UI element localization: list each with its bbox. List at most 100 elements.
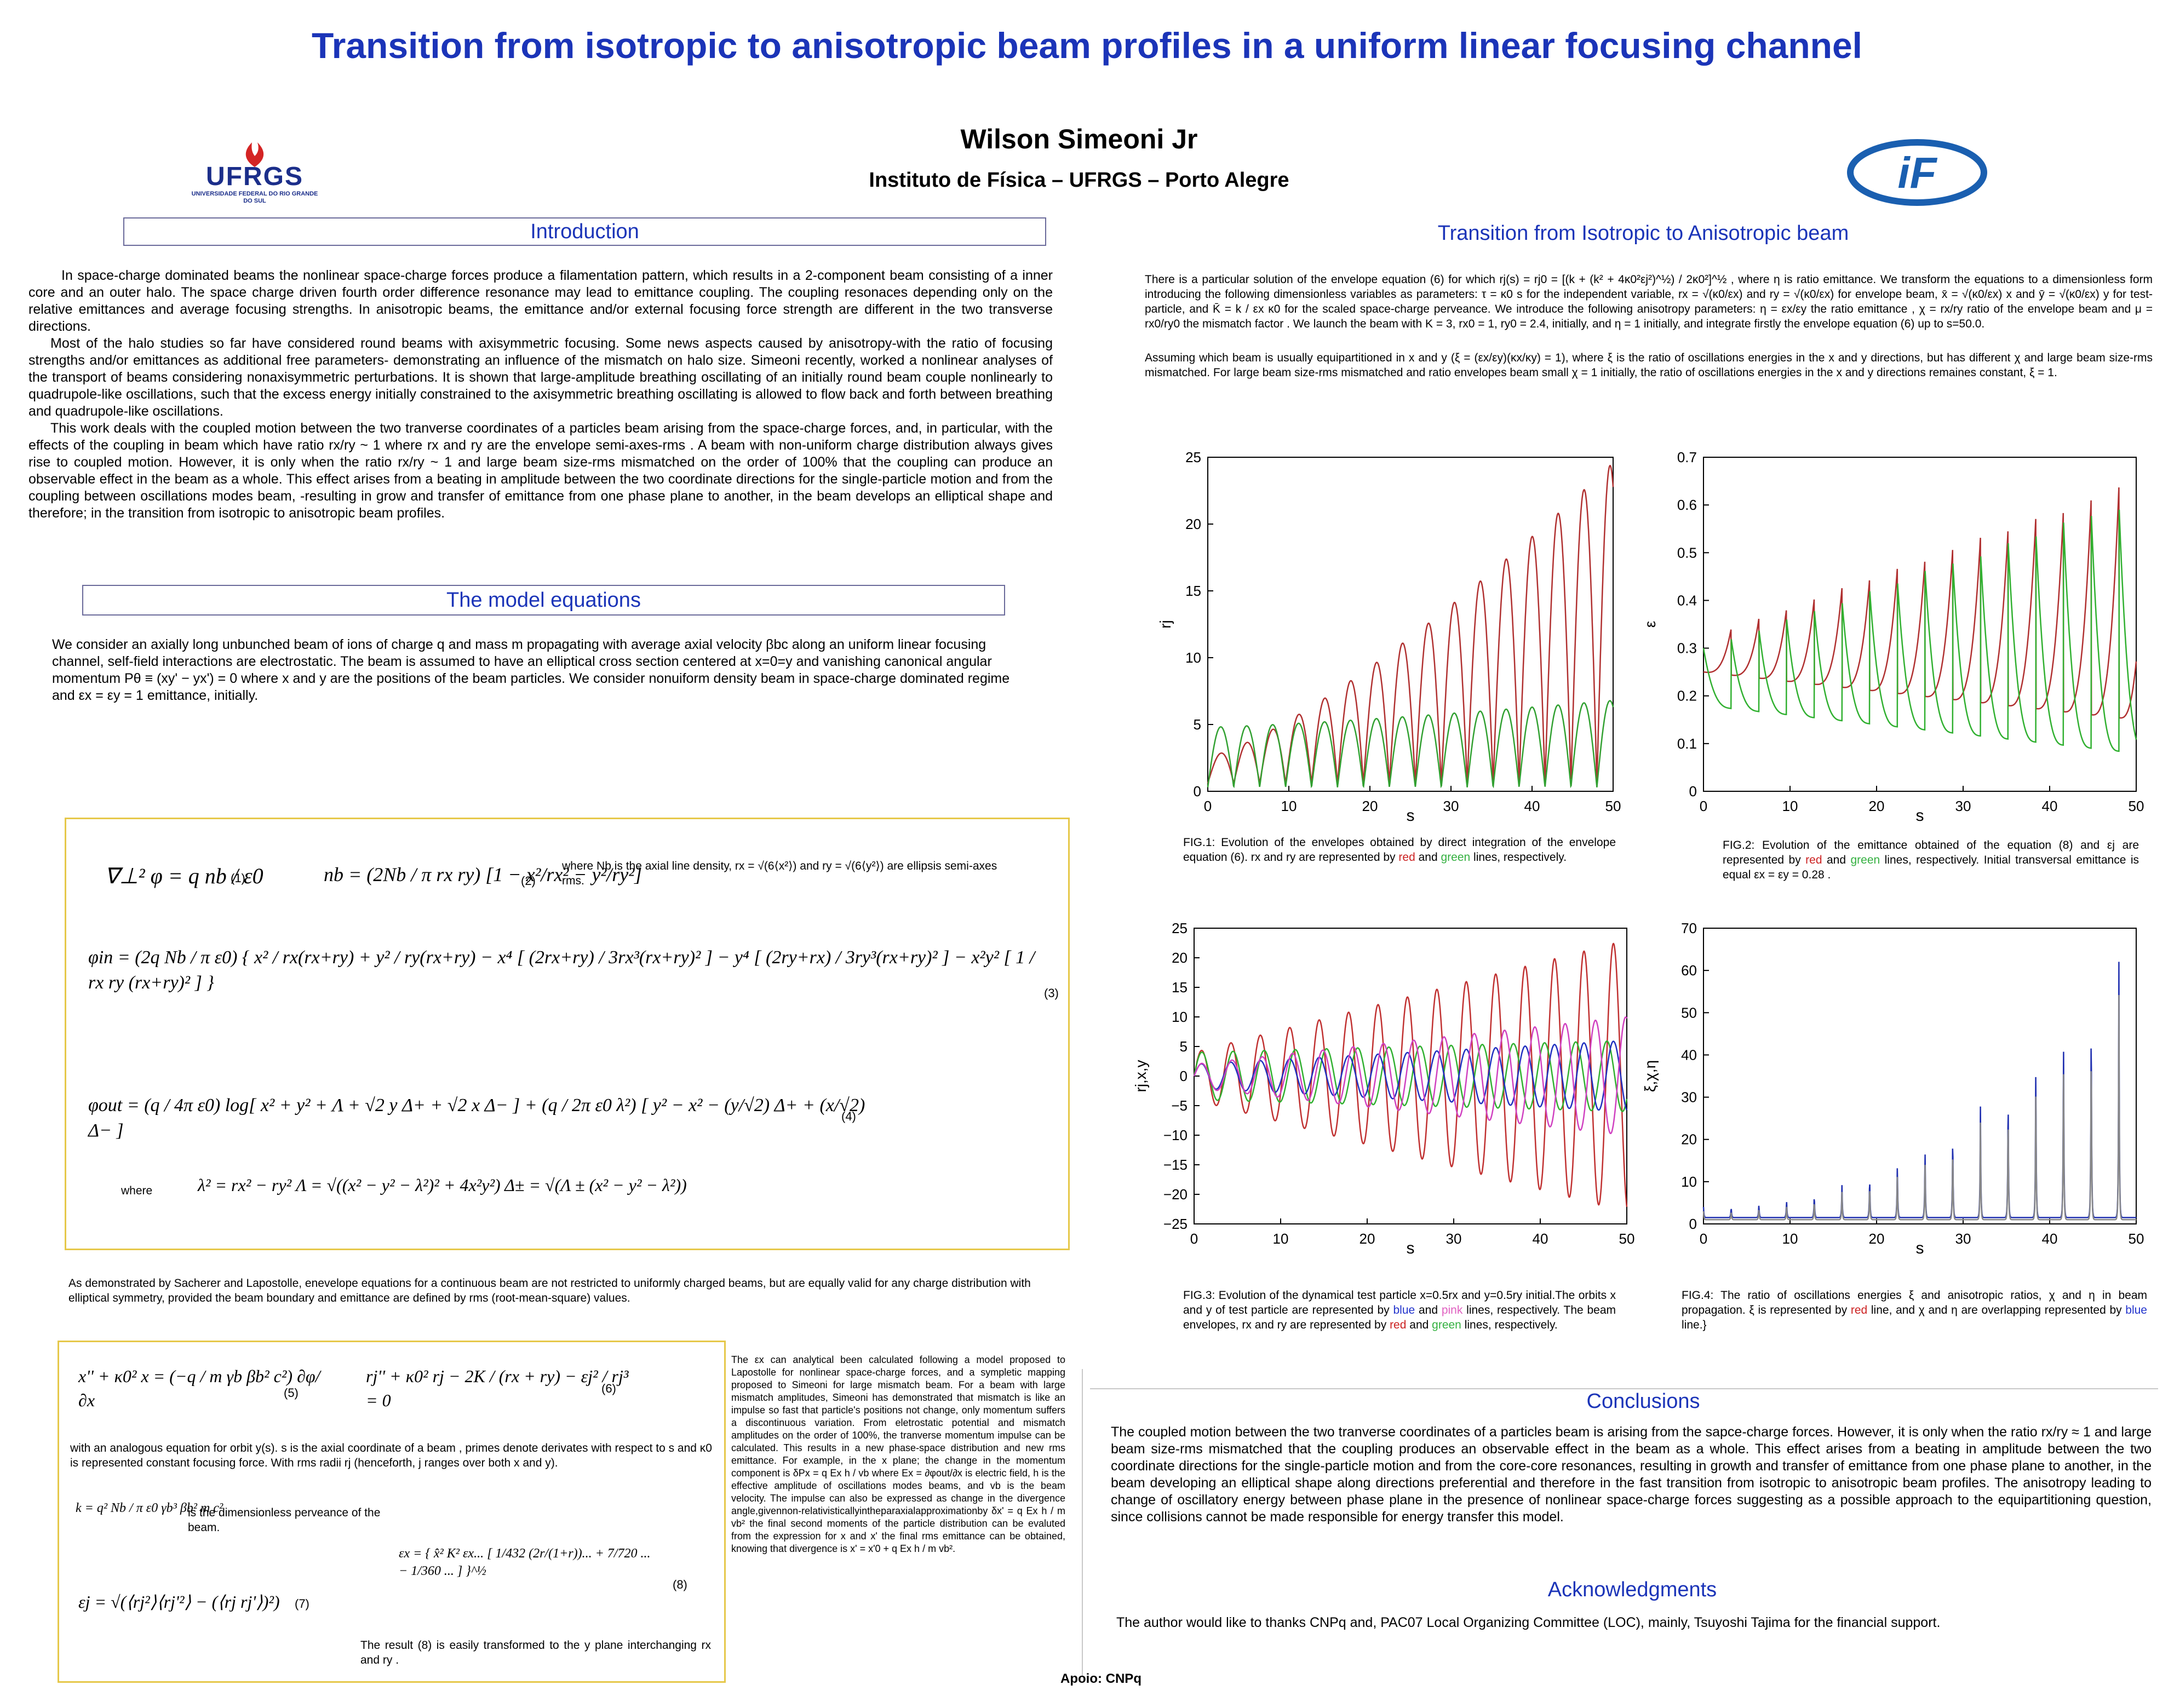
vertical-divider — [1082, 1369, 1083, 1676]
x-tick-label: 0 — [1204, 798, 1212, 814]
chart-2-series-2 — [1702, 509, 2137, 752]
if-logo: iF — [1846, 137, 1988, 208]
x-tick-label: 10 — [1782, 798, 1798, 814]
equation-7: εj = √(⟨rj²⟩⟨rj'²⟩ − (⟨rj rj'⟩)²) — [78, 1592, 280, 1612]
equation-5: x'' + κ0² x = (−q / m γb βb² c²) ∂φ/∂x — [78, 1366, 320, 1410]
x-tick-label: 0 — [1700, 798, 1707, 814]
transition-text-1: There is a particular solution of the en… — [1145, 273, 2153, 330]
institution: Instituto de Física – UFRGS – Porto Aleg… — [869, 169, 1289, 192]
chart-3-series-3 — [1193, 1040, 1628, 1111]
figure-2-emittance: 0 10 20 30 40 50 0 0.1 0.2 0.3 0.4 0.5 0.6 0.7 s ε — [1643, 452, 2144, 824]
y-tick-label: 0.4 — [1677, 592, 1697, 608]
x-axis-label: s — [1916, 807, 1924, 824]
fig2-caption-and: and — [1826, 854, 1846, 866]
x-tick-label: 30 — [1955, 1230, 1971, 1247]
fig4-caption-post: line.} — [1682, 1319, 1707, 1331]
ufrgs-logo: UFRGS UNIVERSIDADE FEDERAL DO RIO GRANDE… — [181, 137, 329, 208]
fig2-caption-pre: FIG.2: Evolution of the emittance obtain… — [1723, 839, 2139, 866]
fig4-caption-mid: line, and χ and η are overlapping repres… — [1871, 1304, 2122, 1316]
x-tick-label: 30 — [1446, 1230, 1462, 1247]
conclusions-text: The coupled motion between the two tranv… — [1111, 1424, 2152, 1525]
fig3-caption-and2: and — [1409, 1319, 1429, 1331]
y-tick-label: 0.7 — [1677, 452, 1697, 465]
y-tick-label: 30 — [1681, 1089, 1697, 1106]
equation-box-1: ∇⊥² φ = q nb / ε0 (1) nb = (2Nb / π rx r… — [65, 818, 1070, 1250]
acknowledgments-text: The author would like to thanks CNPq and… — [1116, 1615, 1941, 1630]
y-tick-label: 20 — [1185, 516, 1201, 532]
x-tick-label: 10 — [1782, 1230, 1798, 1247]
fig2-caption-green: green — [1850, 854, 1880, 866]
figure-3-test-particle: 0 10 20 30 40 50 −25 −20 −15 −10 −5 0 5 10 15 20 25 s rj,x… — [1134, 923, 1634, 1257]
equation-6-number: (6) — [601, 1382, 616, 1395]
x-tick-label: 0 — [1190, 1230, 1198, 1247]
figure-4-caption: FIG.4: The ratio of oscillations energie… — [1682, 1288, 2147, 1332]
equation-k: k = q² Nb / π ε0 γb³ βb² m c² — [76, 1501, 223, 1515]
equation-3-number: (3) — [1044, 986, 1059, 1000]
x-axis-label: s — [1407, 807, 1415, 824]
x-tick-label: 30 — [1955, 798, 1971, 814]
equation-box-2: x'' + κ0² x = (−q / m γb βb² c²) ∂φ/∂x (… — [58, 1341, 726, 1683]
chart-4-series-1 — [1702, 962, 2136, 1218]
y-tick-label: 0.5 — [1677, 544, 1697, 561]
introduction-p3: This work deals with the coupled motion … — [28, 421, 1053, 521]
fig4-caption-red: red — [1850, 1304, 1868, 1316]
y-tick-label: −20 — [1163, 1186, 1188, 1203]
y-tick-label: 20 — [1681, 1131, 1697, 1148]
poster-title: Transition from isotropic to anisotropic… — [311, 25, 1863, 66]
x-tick-label: 0 — [1700, 1230, 1707, 1247]
y-tick-label: 25 — [1185, 452, 1201, 465]
model-heading: The model equations — [446, 589, 641, 612]
if-logo-text: iF — [1897, 148, 1937, 197]
x-tick-label: 50 — [1605, 798, 1621, 814]
fig1-caption-and: and — [1418, 851, 1438, 864]
equation-k-text: is the dimensionless perveance of the be… — [188, 1506, 381, 1534]
y-tick-label: 20 — [1172, 950, 1188, 966]
equation-8-text: The result (8) is easily transformed to … — [360, 1639, 711, 1666]
x-tick-label: 20 — [1362, 798, 1378, 814]
equation-4-where-label: where — [121, 1184, 153, 1197]
x-tick-label: 50 — [2129, 798, 2144, 814]
chart-2-series-1 — [1703, 487, 2137, 719]
equation-3: φin = (2q Nb / π ε0) { x² / rx(rx+ry) + … — [88, 947, 1035, 993]
y-tick-label: 15 — [1172, 979, 1188, 996]
y-tick-label: 0.3 — [1677, 640, 1697, 657]
equation-8-number: (8) — [673, 1578, 687, 1591]
introduction-heading-box: Introduction — [123, 217, 1046, 246]
equation-1: ∇⊥² φ = q nb / ε0 — [105, 864, 263, 888]
y-axis-label: ξ,χ,η — [1643, 1060, 1659, 1092]
introduction-text: In space-charge dominated beams the nonl… — [28, 267, 1053, 522]
x-tick-label: 50 — [2129, 1230, 2144, 1247]
figure-1-envelopes: 0 10 20 30 40 50 0 5 10 15 20 25 s rj — [1158, 452, 1621, 824]
y-tick-label: −10 — [1163, 1127, 1188, 1143]
fig3-caption-mid: lines, respectively. The beam envelopes,… — [1183, 1304, 1616, 1331]
x-axis-label: s — [1916, 1239, 1924, 1257]
fig1-caption-green: green — [1441, 851, 1471, 864]
fig3-caption-and1: and — [1418, 1304, 1438, 1316]
y-tick-label: 60 — [1681, 962, 1697, 979]
equation-1-number: (1) — [231, 871, 245, 885]
footer-support: Apoio: CNPq — [1060, 1671, 1142, 1686]
y-tick-label: 0.6 — [1677, 497, 1697, 513]
ufrgs-logo-subtext: UNIVERSIDADE FEDERAL DO RIO GRANDE DO SU… — [191, 191, 318, 204]
fig3-caption-pink: pink — [1441, 1304, 1463, 1316]
y-tick-label: 0.1 — [1677, 735, 1697, 752]
figure-1-caption: FIG.1: Evolution of the envelopes obtain… — [1183, 835, 1616, 865]
equation-7-number: (7) — [295, 1597, 309, 1611]
y-axis-label: rj,x,y — [1134, 1060, 1149, 1092]
y-tick-label: 0 — [1180, 1068, 1188, 1084]
fig3-caption-blue: blue — [1393, 1304, 1415, 1316]
y-tick-label: 10 — [1185, 649, 1201, 666]
figure-4-energy-ratio: 0 10 20 30 40 50 0 10 20 30 40 50 60 70 s ξ,χ,η — [1643, 923, 2144, 1257]
figure-3-caption: FIG.3: Evolution of the dynamical test p… — [1183, 1288, 1616, 1332]
equation-2: nb = (2Nb / π rx ry) [1 − x²/rx² − y²/ry… — [324, 864, 643, 885]
x-tick-label: 40 — [2042, 1230, 2058, 1247]
fig3-caption-pre: FIG.3: Evolution of the dynamical test p… — [1183, 1289, 1616, 1316]
x-tick-label: 10 — [1281, 798, 1297, 814]
fig4-caption-blue: blue — [2125, 1304, 2147, 1316]
fig3-caption-green: green — [1432, 1319, 1461, 1331]
y-axis-label: ε — [1643, 621, 1659, 628]
equation-8: εx = { x̂² K² εx... [ 1/432 (2r/(1+r))..… — [399, 1546, 651, 1578]
x-tick-label: 30 — [1443, 798, 1459, 814]
introduction-p1: In space-charge dominated beams the nonl… — [28, 268, 1053, 334]
fig1-caption-pre: FIG.1: Evolution of the envelopes obtain… — [1183, 836, 1616, 864]
